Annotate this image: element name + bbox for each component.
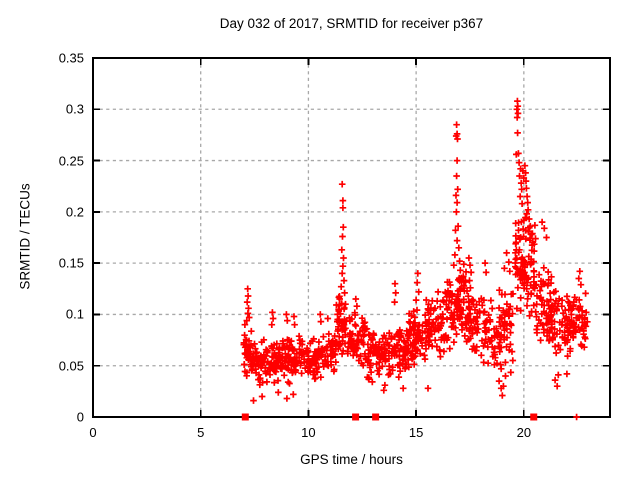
plot-frame xyxy=(92,57,611,418)
x-tick-label: 5 xyxy=(197,425,205,440)
y-tick-label: 0.15 xyxy=(58,255,84,271)
x-tick-label: 0 xyxy=(89,425,97,440)
y-tick-label: 0.1 xyxy=(65,306,84,322)
x-tick-label: 15 xyxy=(408,425,424,440)
zero-line-square-marker xyxy=(530,413,538,421)
y-tick-label: 0.35 xyxy=(58,50,84,66)
y-tick-label: 0.2 xyxy=(65,204,84,220)
x-tick-label: 10 xyxy=(301,425,316,440)
x-axis-title: GPS time / hours xyxy=(300,452,403,467)
y-tick-label: 0.25 xyxy=(58,153,84,169)
zero-line-square-marker xyxy=(352,413,360,421)
zero-line-square-marker xyxy=(372,413,380,421)
y-tick-label: 0.3 xyxy=(65,101,84,117)
x-tick-label: 20 xyxy=(516,425,532,440)
zero-line-square-marker xyxy=(241,413,249,421)
chart-title: Day 032 of 2017, SRMTID for receiver p36… xyxy=(219,16,484,31)
y-tick-label: 0 xyxy=(76,409,84,425)
y-tick-label: 0.05 xyxy=(58,358,84,374)
axis-ticks xyxy=(92,57,610,418)
scatter-points xyxy=(240,97,591,421)
